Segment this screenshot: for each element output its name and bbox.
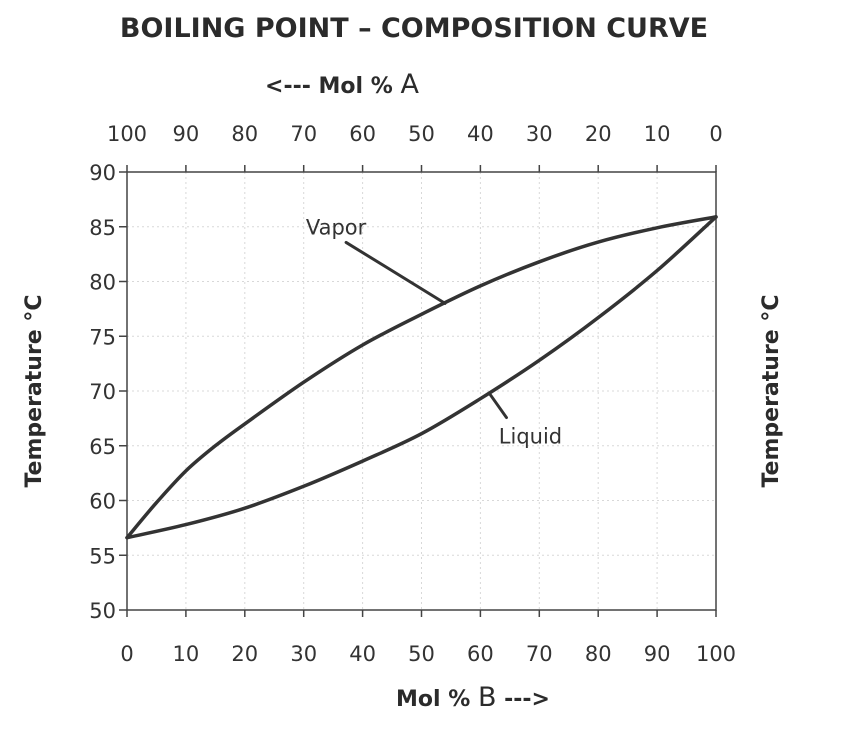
plot-grid bbox=[127, 172, 716, 610]
top-axis-label: <--- Mol % A bbox=[265, 69, 419, 100]
y-axis-label-right: Temperature °C bbox=[759, 294, 784, 487]
annotation-leader-liquid bbox=[487, 391, 508, 420]
x-tick-label: 20 bbox=[231, 642, 258, 666]
series-layer bbox=[125, 215, 718, 540]
top-tick-label: 90 bbox=[173, 122, 200, 146]
top-tick-label: 70 bbox=[290, 122, 317, 146]
top-tick-label: 50 bbox=[408, 122, 435, 146]
y-tick-label: 55 bbox=[89, 544, 116, 568]
y-tick-label: 75 bbox=[89, 325, 116, 349]
annotation-vapor: Vapor bbox=[306, 215, 367, 239]
y-tick-label: 80 bbox=[89, 271, 116, 295]
chart-title: BOILING POINT – COMPOSITION CURVE bbox=[120, 13, 708, 44]
x-tick-label: 70 bbox=[526, 642, 553, 666]
top-tick-label: 20 bbox=[585, 122, 612, 146]
tick-marks bbox=[119, 165, 717, 617]
x-axis-label: Mol % B ---> bbox=[396, 682, 550, 713]
top-tick-label: 80 bbox=[231, 122, 258, 146]
x-tick-label: 30 bbox=[290, 642, 317, 666]
top-axis-ticks: 100 90 80 70 60 50 40 30 20 10 0 bbox=[107, 122, 723, 146]
annotation-leader-vapor bbox=[344, 240, 447, 305]
x-tick-label: 40 bbox=[349, 642, 376, 666]
y-axis-ticks: 90 85 80 75 70 65 60 55 50 bbox=[89, 161, 116, 623]
x-tick-label: 50 bbox=[408, 642, 435, 666]
x-tick-label: 60 bbox=[467, 642, 494, 666]
top-tick-label: 10 bbox=[644, 122, 671, 146]
y-tick-label: 90 bbox=[89, 161, 116, 185]
top-tick-label: 60 bbox=[349, 122, 376, 146]
series-liquid-curve bbox=[125, 215, 718, 540]
top-tick-label: 0 bbox=[709, 122, 722, 146]
x-tick-label: 100 bbox=[696, 642, 736, 666]
y-tick-label: 50 bbox=[89, 599, 116, 623]
y-tick-label: 85 bbox=[89, 216, 116, 240]
y-tick-label: 70 bbox=[89, 380, 116, 404]
top-tick-label: 100 bbox=[107, 122, 147, 146]
top-tick-label: 40 bbox=[467, 122, 494, 146]
y-tick-label: 60 bbox=[89, 490, 116, 514]
annotations: Vapor Liquid bbox=[306, 215, 562, 448]
x-tick-label: 80 bbox=[585, 642, 612, 666]
y-tick-label: 65 bbox=[89, 435, 116, 459]
x-tick-label: 0 bbox=[120, 642, 133, 666]
x-tick-label: 10 bbox=[173, 642, 200, 666]
top-tick-label: 30 bbox=[526, 122, 553, 146]
x-tick-label: 90 bbox=[644, 642, 671, 666]
series-vapor-curve bbox=[125, 215, 718, 540]
annotation-liquid: Liquid bbox=[499, 425, 562, 449]
x-axis-ticks: 0 10 20 30 40 50 60 70 80 90 100 bbox=[120, 642, 736, 666]
y-axis-label-left: Temperature °C bbox=[22, 294, 47, 487]
